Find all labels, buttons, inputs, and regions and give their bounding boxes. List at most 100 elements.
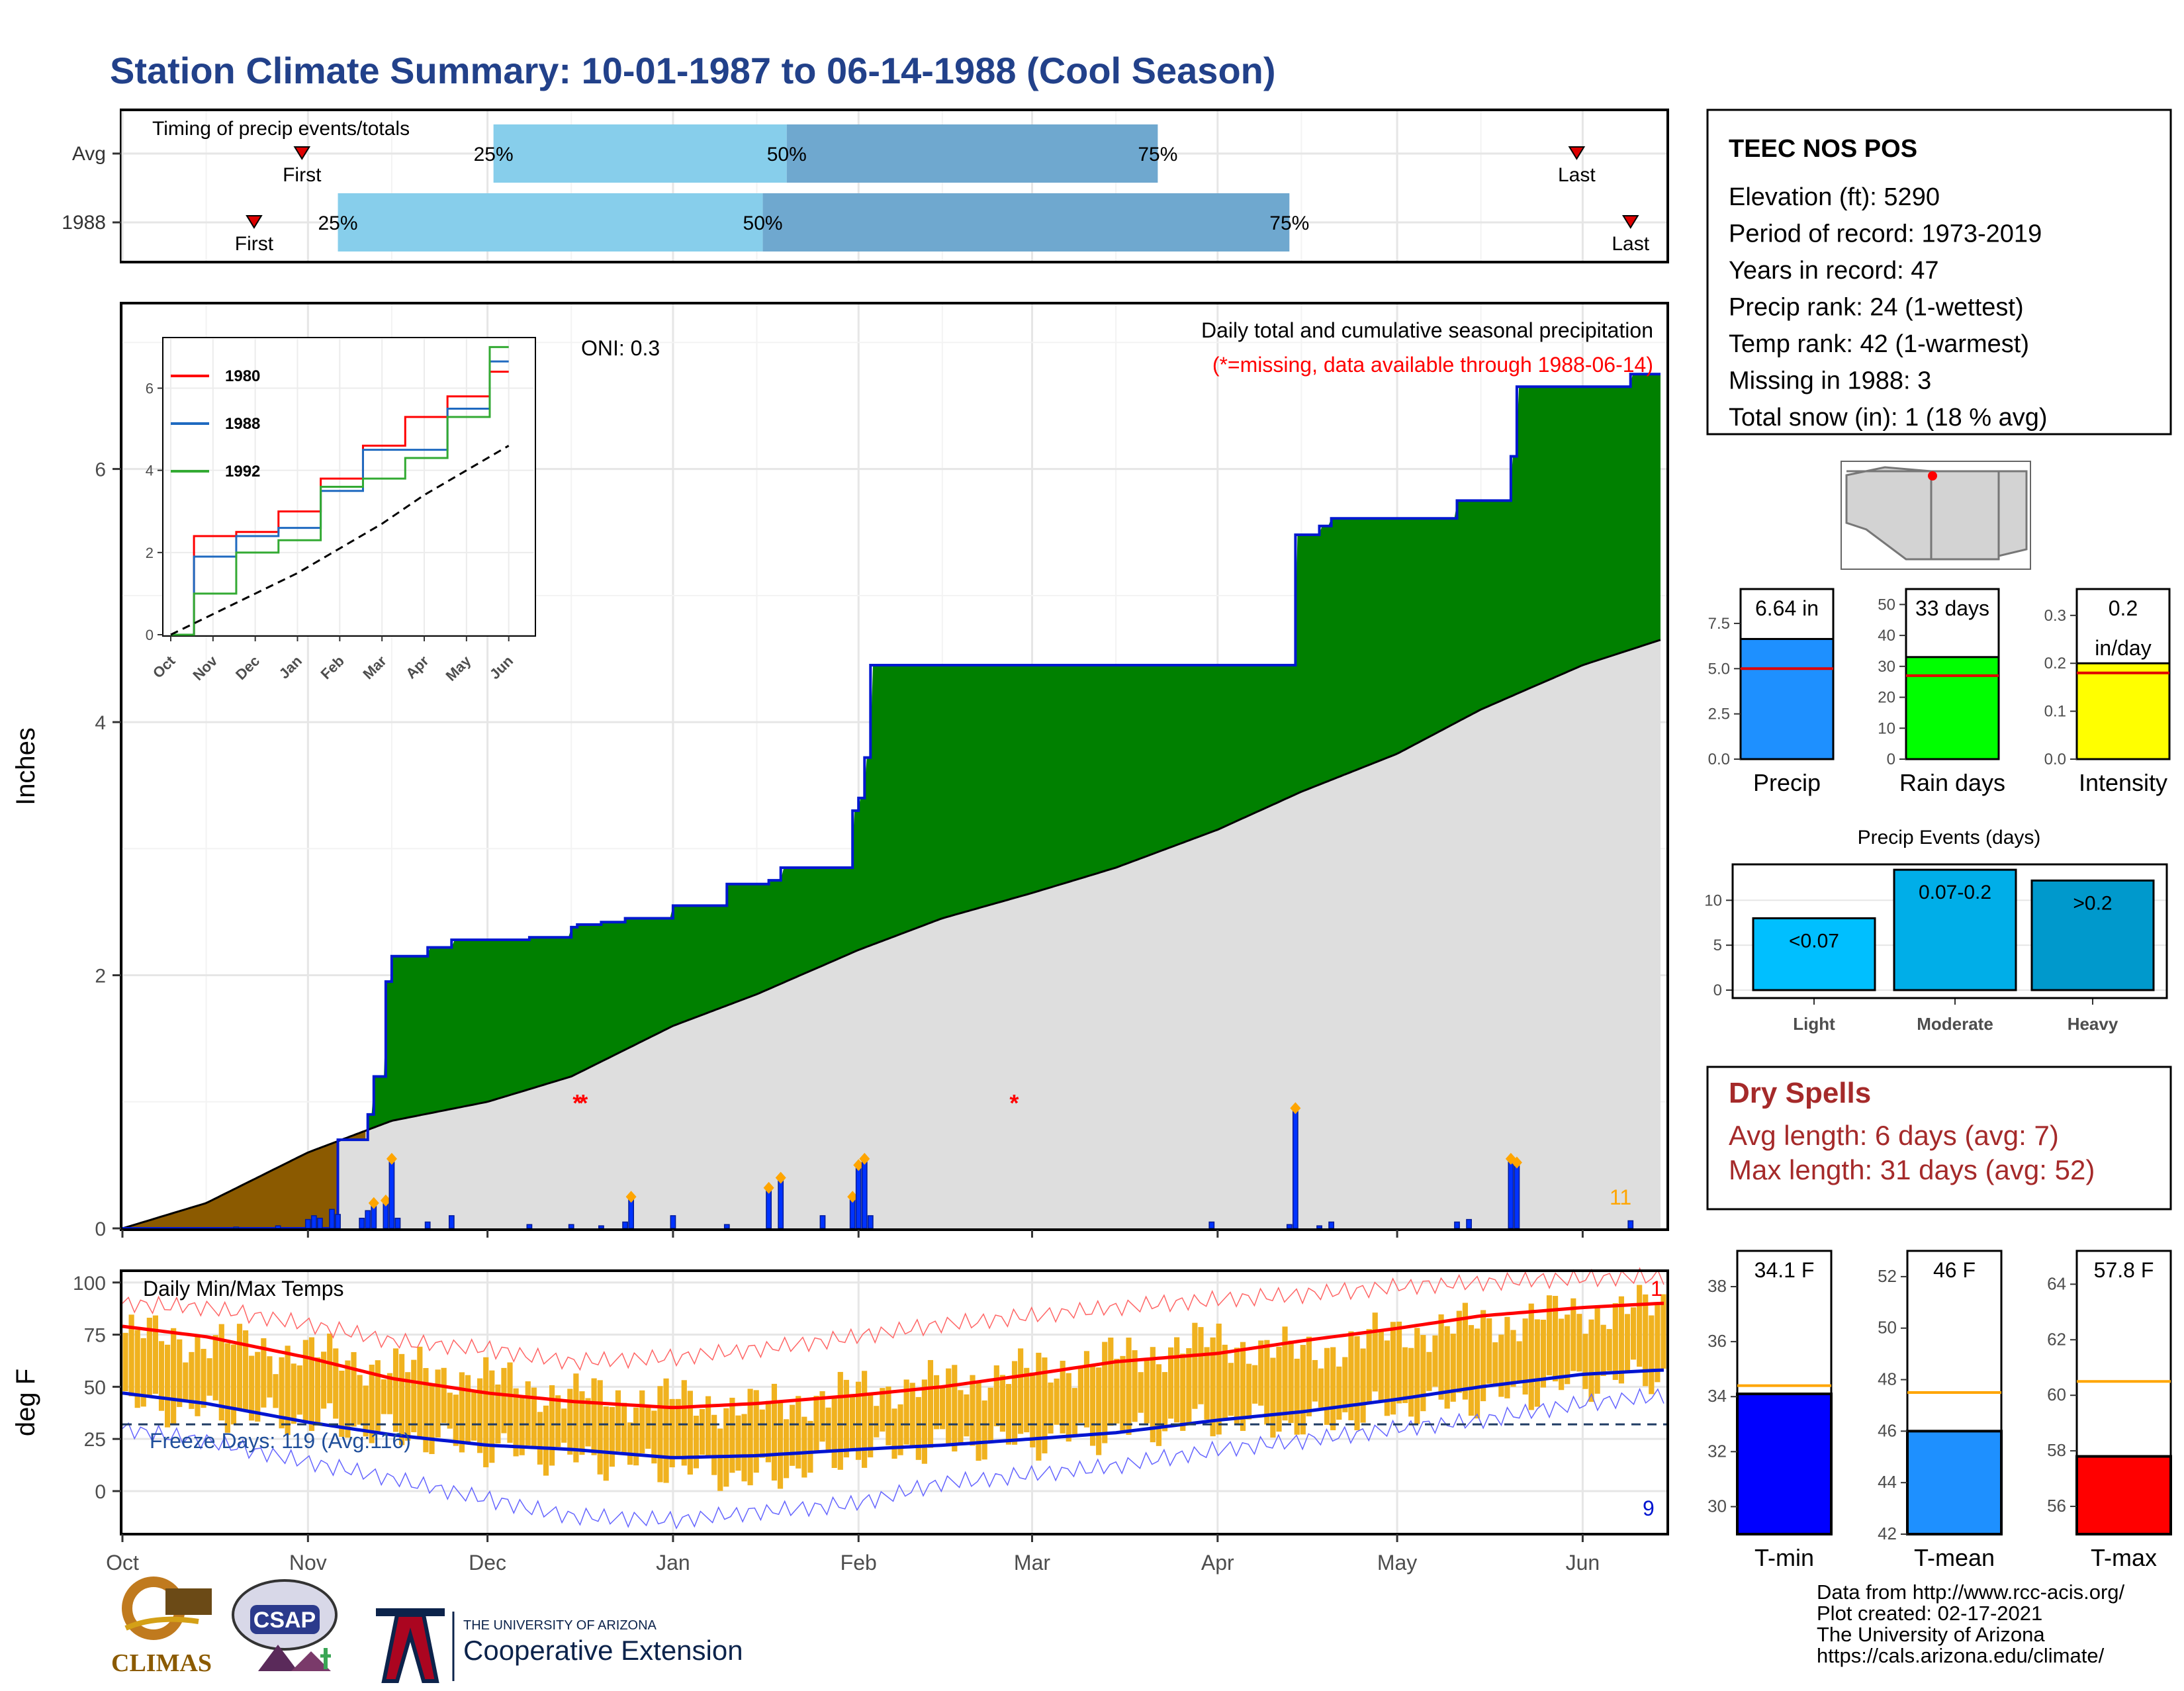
daily-temp-bar: [201, 1349, 206, 1408]
axis-tick-label: 4: [95, 712, 106, 734]
axis-tick-label: 5: [1713, 937, 1722, 954]
daily-temp-bar: [1480, 1310, 1486, 1402]
daily-temp-bar: [825, 1407, 831, 1451]
daily-temp-bar: [507, 1362, 513, 1443]
daily-precip-bar: [388, 1158, 395, 1229]
daily-temp-bar: [849, 1396, 856, 1451]
daily-temp-bar: [146, 1317, 152, 1395]
daily-precip-bar: [670, 1215, 676, 1229]
daily-temp-bar: [1444, 1326, 1450, 1409]
daily-temp-bar: [891, 1408, 897, 1459]
credit-line: Plot created: 02-17-2021: [1817, 1602, 2043, 1625]
station-info-line: Total snow (in): 1 (18 % avg): [1729, 404, 2048, 432]
axis-tick-label: 5.0: [1708, 660, 1730, 678]
station-info-box: TEEC NOS POS Elevation (ft): 5290 Period …: [1706, 109, 2172, 435]
daily-temp-bar: [483, 1357, 489, 1467]
axis-tick-label: 10: [1878, 719, 1895, 737]
axis-tick-label: 50: [84, 1377, 106, 1398]
daily-temp-bar: [243, 1330, 249, 1410]
temp-ylabel: deg F: [11, 1369, 40, 1436]
daily-temp-bar: [1649, 1315, 1655, 1394]
daily-temp-bar: [435, 1369, 441, 1438]
axis-tick-label: 58: [2047, 1440, 2066, 1460]
daily-temp-bar: [375, 1360, 381, 1432]
daily-temp-bar: [993, 1365, 999, 1427]
daily-temp-bar: [1174, 1337, 1180, 1423]
axis-tick-label: 0.3: [2044, 607, 2066, 625]
event-category-label: Light: [1793, 1014, 1835, 1034]
daily-temp-bar: [952, 1365, 958, 1452]
daily-temp-bar: [1306, 1336, 1312, 1417]
axis-tick-label: 38: [1707, 1276, 1727, 1296]
daily-temp-bar: [855, 1381, 862, 1460]
heavy-day-marker-icon: [853, 1159, 864, 1171]
daily-temp-bar: [321, 1351, 327, 1409]
axis-tick-label: 50: [1878, 1318, 1897, 1338]
daily-temp-bar: [579, 1391, 585, 1455]
daily-temp-bar: [140, 1338, 146, 1407]
logo-row: CLIMAS CSAP THE UNIVERSITY OF ARIZONA Co…: [111, 1577, 743, 1683]
axis-tick-label: 6: [146, 381, 154, 397]
daily-temp-bar: [567, 1389, 573, 1455]
daily-temp-bar: [1089, 1365, 1096, 1446]
month-tick-label: Apr: [1201, 1551, 1234, 1575]
daily-temp-bar: [1192, 1322, 1198, 1409]
daily-temp-bar: [267, 1356, 273, 1398]
month-tick-label: Jun: [1566, 1551, 1600, 1575]
daily-temp-bar: [759, 1409, 765, 1458]
timing-marker-label: First: [235, 233, 274, 255]
daily-precip-bar: [317, 1217, 323, 1229]
station-info-line: Precip rank: 24 (1-wettest): [1729, 294, 2024, 322]
daily-temp-bar: [531, 1387, 537, 1448]
daily-temp-bar: [1360, 1348, 1366, 1423]
daily-temp-bar: [681, 1380, 687, 1466]
station-info-line: Elevation (ft): 5290: [1729, 183, 1940, 211]
station-info-line: Missing in 1988: 3: [1729, 367, 1931, 395]
axis-tick-label: 50: [1878, 596, 1895, 614]
daily-temp-bar: [1102, 1342, 1108, 1443]
temp-bar-value: [2075, 1455, 2172, 1535]
daily-temp-bar: [1161, 1372, 1168, 1432]
climas-text: CLIMAS: [111, 1649, 212, 1677]
daily-temp-bar: [1288, 1340, 1294, 1424]
daily-temp-bar: [236, 1324, 243, 1410]
axis-tick-label: 0.0: [1708, 751, 1730, 768]
daily-temp-bar: [591, 1378, 597, 1455]
daily-precip-bar: [1454, 1221, 1460, 1229]
daily-temp-bar: [753, 1390, 759, 1473]
daily-temp-bar: [1132, 1350, 1138, 1422]
daily-temp-bar: [1077, 1368, 1083, 1423]
event-category-label: Heavy: [2068, 1014, 2118, 1034]
daily-temp-bar: [639, 1390, 645, 1453]
daily-temp-bar: [1426, 1351, 1432, 1391]
daily-temp-bar: [1528, 1303, 1534, 1410]
daily-temp-bar: [1456, 1310, 1462, 1393]
temp-bar-value-label: 57.8 F: [2094, 1258, 2154, 1282]
inset-series-line: [171, 360, 509, 636]
daily-temp-bar: [1011, 1361, 1018, 1445]
daily-temp-bar: [1540, 1320, 1546, 1388]
daily-temp-bar: [1300, 1345, 1306, 1435]
mini-bar-value-label: 33 days: [1915, 596, 1989, 620]
events-title: Precip Events (days): [1858, 827, 2041, 848]
daily-temp-bar: [1156, 1364, 1162, 1446]
daily-temp-bar: [585, 1398, 591, 1447]
inset-series-line: [171, 345, 509, 636]
ua-line1: THE UNIVERSITY OF ARIZONA: [463, 1618, 657, 1633]
daily-precip-bar: [778, 1177, 784, 1229]
timing-marker-icon: [1568, 146, 1586, 160]
average-max-line: [122, 1301, 1664, 1410]
daily-temp-bar: [981, 1400, 987, 1460]
daily-temp-bar: [249, 1355, 255, 1421]
daily-temp-bar: [537, 1412, 543, 1465]
daily-temp-bar: [1408, 1348, 1414, 1417]
daily-precip-bar: [861, 1158, 868, 1229]
daily-temp-bar: [933, 1375, 940, 1430]
daily-temp-bar: [501, 1367, 507, 1434]
timing-marker-icon: [246, 215, 263, 229]
daily-temp-bar: [970, 1375, 976, 1446]
mini-bar-value: [2075, 662, 2171, 760]
